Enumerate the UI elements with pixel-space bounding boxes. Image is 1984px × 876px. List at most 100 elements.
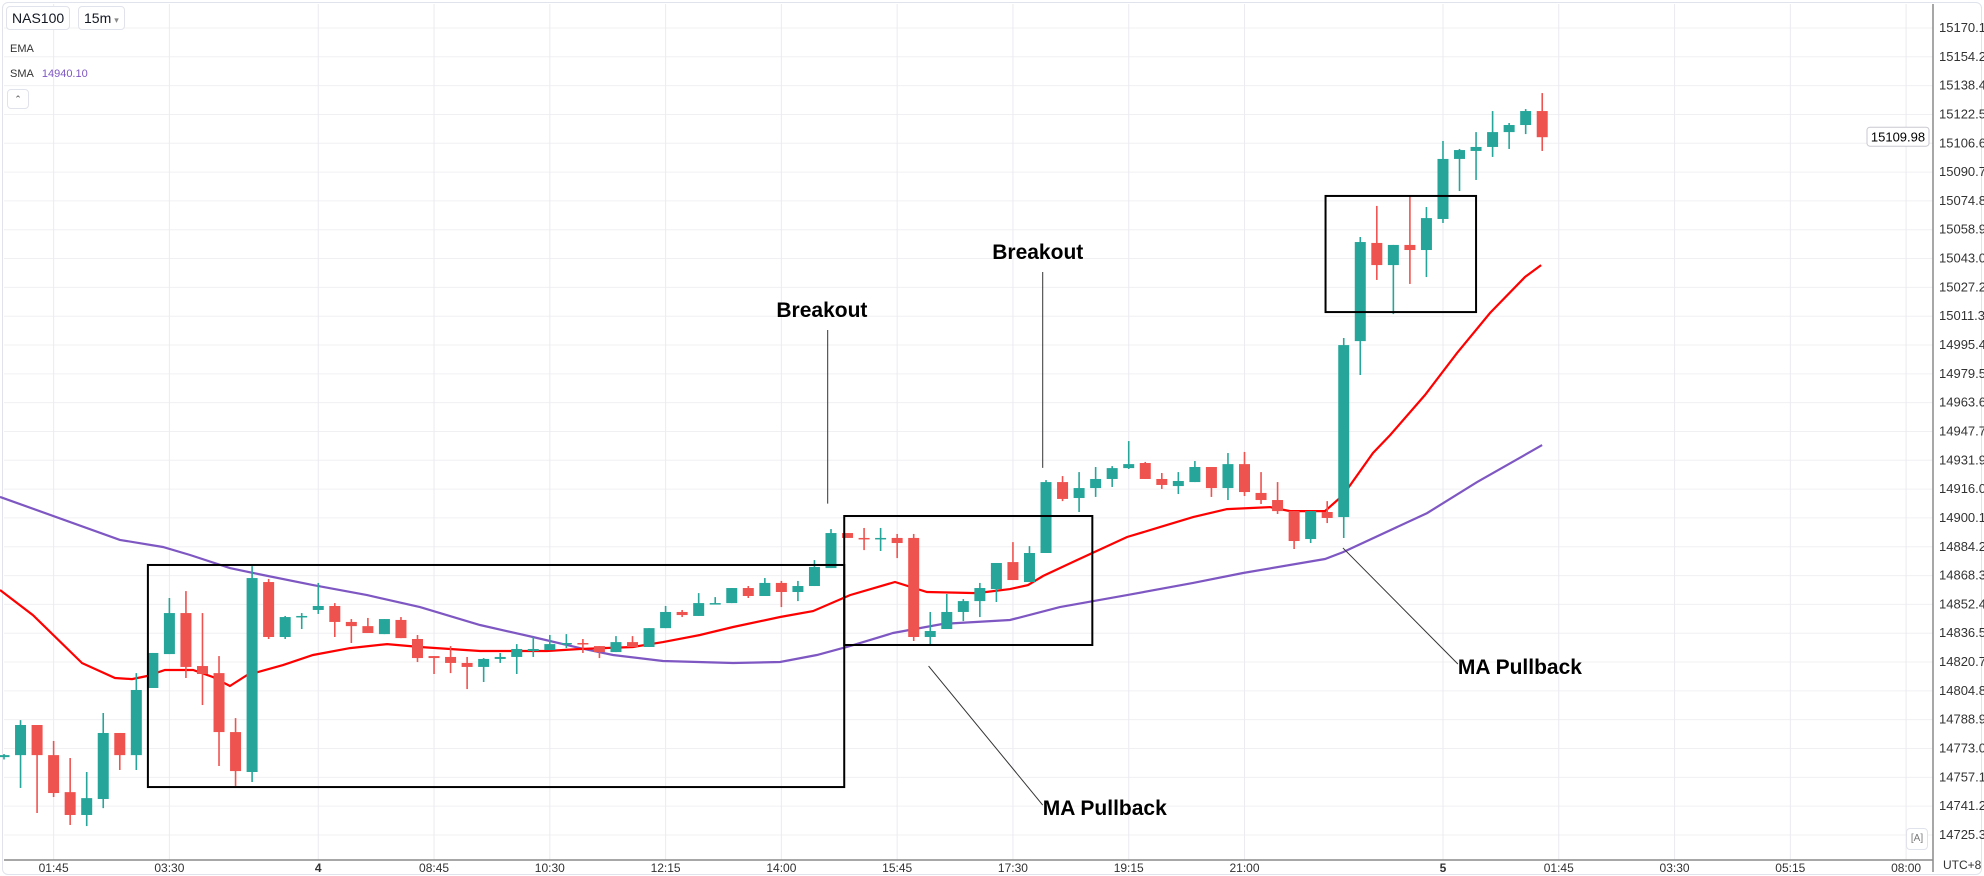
time-tick-label: 19:15 xyxy=(1114,861,1144,875)
price-tick-label: 14757.16 xyxy=(1939,769,1984,784)
candle-body xyxy=(213,673,225,733)
time-tick-label: 14:00 xyxy=(766,861,796,875)
candle xyxy=(1073,472,1085,513)
candle-body xyxy=(1404,244,1416,251)
candle xyxy=(941,594,953,630)
candle-body xyxy=(842,533,854,538)
interval-label: 15m xyxy=(84,10,112,26)
sma-legend[interactable]: SMA 14940.10 xyxy=(10,68,88,80)
candle-body xyxy=(428,656,440,659)
candle-body xyxy=(825,533,837,569)
candle xyxy=(428,656,440,675)
candle-body xyxy=(792,586,804,593)
candle-body xyxy=(1255,492,1267,501)
candle xyxy=(378,619,390,635)
price-tick-label: 14820.70 xyxy=(1939,654,1984,669)
price-tick-label: 14804.82 xyxy=(1939,683,1984,698)
candle xyxy=(114,732,126,770)
chevron-down-icon: ▾ xyxy=(114,15,119,25)
candle-body xyxy=(48,755,60,794)
time-tick-label: 08:45 xyxy=(419,861,449,875)
candle-body xyxy=(808,566,820,587)
timezone-label[interactable]: UTC+8 xyxy=(1943,858,1982,872)
candle-body xyxy=(627,642,639,647)
candle xyxy=(627,636,639,647)
candle-body xyxy=(395,619,407,639)
candle-body xyxy=(924,631,936,638)
candle-body xyxy=(610,642,622,653)
candle xyxy=(1156,472,1168,489)
candle xyxy=(1222,453,1234,501)
candle xyxy=(31,724,43,813)
candle xyxy=(48,740,60,798)
time-tick-label: 10:30 xyxy=(535,861,565,875)
candle-body xyxy=(246,578,258,772)
price-tick-label: 14836.59 xyxy=(1939,625,1984,640)
candle-body xyxy=(163,613,175,655)
price-tick-label: 14725.39 xyxy=(1939,827,1984,842)
candle xyxy=(81,771,93,827)
candle xyxy=(163,597,175,655)
annotation-label: MA Pullback xyxy=(1043,797,1167,820)
candle xyxy=(1288,511,1300,550)
candle-body xyxy=(329,605,341,622)
candle-body xyxy=(0,755,10,758)
candle xyxy=(1123,441,1135,470)
candle-body xyxy=(345,621,357,627)
candle-body xyxy=(1156,478,1168,485)
candle xyxy=(494,652,506,663)
auto-scale-button[interactable]: [A] xyxy=(1906,828,1928,850)
candle xyxy=(891,533,903,559)
candle xyxy=(808,560,820,587)
candle-body xyxy=(1057,482,1069,499)
candle xyxy=(312,582,324,614)
candle xyxy=(1404,195,1416,284)
candle-body xyxy=(1520,111,1532,126)
candle-body xyxy=(461,662,473,667)
candle-body xyxy=(775,582,787,593)
candle xyxy=(924,611,936,645)
symbol-button[interactable]: NAS100 xyxy=(6,6,71,30)
candle-body xyxy=(1487,132,1499,147)
candle xyxy=(15,720,27,788)
candle xyxy=(196,613,208,706)
candle-body xyxy=(1420,218,1432,251)
candle-body xyxy=(1454,150,1466,159)
candle xyxy=(130,673,142,770)
candle-body xyxy=(1354,242,1366,342)
annotation-leader-line xyxy=(1342,547,1459,665)
candle-body xyxy=(1437,158,1449,219)
candle xyxy=(1536,93,1548,151)
candle-body xyxy=(1222,464,1234,489)
candle xyxy=(395,617,407,639)
candle-body xyxy=(858,537,870,540)
candle-body xyxy=(957,601,969,612)
candle-body xyxy=(544,644,556,651)
interval-dropdown[interactable]: 15m ▾ xyxy=(78,6,125,30)
ema-line xyxy=(0,264,1542,688)
sma-line xyxy=(0,444,1543,665)
collapse-legend-button[interactable]: ⌃ xyxy=(7,89,29,109)
candle xyxy=(775,580,787,608)
candle xyxy=(230,718,242,786)
time-tick-label: 03:30 xyxy=(154,861,184,875)
price-tick-label: 15138.40 xyxy=(1939,78,1984,93)
candle-body xyxy=(1288,511,1300,542)
candle-body xyxy=(15,724,27,756)
price-tick-label: 15043.09 xyxy=(1939,251,1984,266)
candle xyxy=(345,619,357,643)
candle-body xyxy=(891,537,903,544)
candle-body xyxy=(742,588,754,597)
candle xyxy=(64,758,76,825)
price-tick-label: 15106.63 xyxy=(1939,135,1984,150)
candle-body xyxy=(676,611,688,616)
candle xyxy=(726,588,738,604)
ema-legend[interactable]: EMA xyxy=(10,43,34,55)
sma-value: 14940.10 xyxy=(41,68,88,80)
candle xyxy=(296,613,308,630)
time-tick-label: 01:45 xyxy=(39,861,69,875)
price-tick-label: 15154.29 xyxy=(1939,49,1984,64)
candle xyxy=(693,593,705,616)
